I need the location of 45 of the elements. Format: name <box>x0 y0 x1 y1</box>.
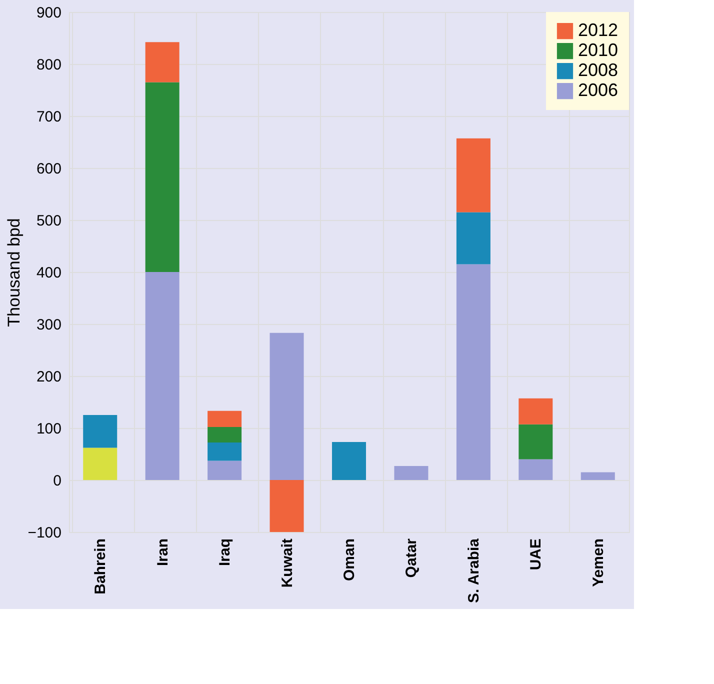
y-axis-title: Thousand bpd <box>4 218 24 327</box>
x-tick-label: Kuwait <box>278 538 296 588</box>
y-tick-label: 300 <box>36 316 62 334</box>
legend-label: 2008 <box>578 60 618 80</box>
bar <box>208 426 242 443</box>
x-tick-label: Qatar <box>403 538 420 578</box>
bar <box>208 460 242 480</box>
x-tick-label: Bahrein <box>92 538 110 594</box>
y-tick-label: 500 <box>36 212 62 230</box>
y-tick-label: 200 <box>36 368 62 386</box>
y-tick-label: 800 <box>36 56 62 74</box>
x-tick-label: Yemen <box>590 538 607 587</box>
bar <box>83 415 118 448</box>
y-tick-label: 100 <box>36 420 62 438</box>
bar <box>456 212 490 264</box>
x-tick-label: Iraq <box>216 538 234 566</box>
bar <box>518 459 553 480</box>
x-tick-label: Iran <box>154 538 172 566</box>
y-tick-label: 600 <box>36 160 62 178</box>
legend-label: 2006 <box>578 80 618 100</box>
bar <box>145 82 180 272</box>
bar <box>208 410 242 427</box>
x-tick-label: Oman <box>341 538 358 582</box>
bar <box>456 138 490 212</box>
y-tick-label: 0 <box>53 472 62 490</box>
bar <box>270 332 304 480</box>
bar <box>145 42 180 82</box>
bar <box>394 466 428 480</box>
bar <box>270 480 304 532</box>
x-tick-label: S. Arabia <box>465 538 482 603</box>
bar <box>518 398 553 424</box>
y-tick-label: 700 <box>36 108 62 126</box>
y-tick-label: −100 <box>28 524 62 542</box>
bar <box>580 472 615 480</box>
y-tick-label: 400 <box>36 264 62 282</box>
bar <box>83 448 118 480</box>
x-tick-label: UAE <box>528 538 545 570</box>
bar <box>145 272 180 480</box>
bar <box>456 264 490 480</box>
legend-label: 2010 <box>578 40 618 60</box>
legend-label: 2012 <box>578 20 618 40</box>
bar <box>208 442 242 461</box>
bar <box>518 424 553 460</box>
bar <box>332 442 366 480</box>
y-tick-label: 900 <box>36 4 62 22</box>
